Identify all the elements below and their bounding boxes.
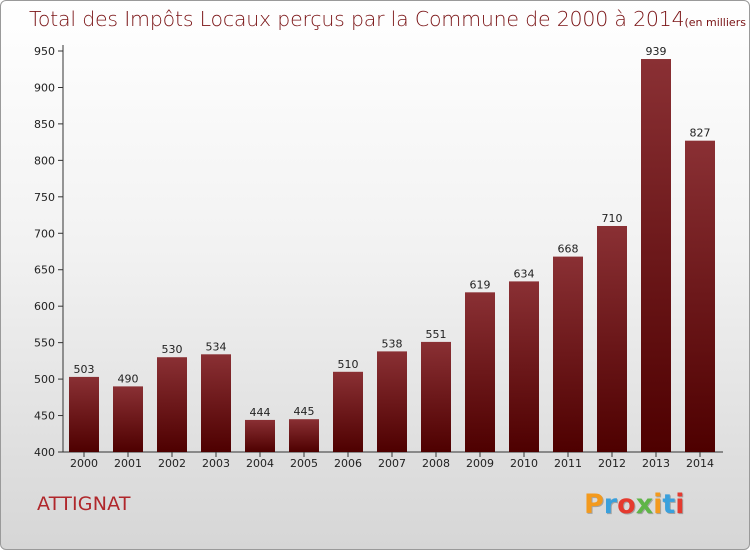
bar-2007 [377, 351, 407, 452]
y-tick-label: 950 [34, 45, 55, 58]
bar-2005 [289, 419, 319, 452]
bar-2008 [421, 341, 451, 452]
bar-2003 [201, 354, 231, 452]
y-tick-label: 650 [34, 264, 55, 277]
bar-2009 [465, 292, 495, 452]
y-tick-label: 800 [34, 154, 55, 167]
chart-title-text: Total des Impôts Locaux perçus par la Co… [29, 7, 685, 31]
value-label-2007: 538 [382, 337, 403, 350]
value-label-2005: 445 [294, 405, 315, 418]
y-tick-label: 750 [34, 191, 55, 204]
x-tick-label: 2000 [70, 457, 98, 470]
x-tick-label: 2002 [158, 457, 186, 470]
x-tick-label: 2009 [466, 457, 494, 470]
value-label-2001: 490 [118, 372, 139, 385]
x-tick-label: 2007 [378, 457, 406, 470]
y-tick-label: 850 [34, 118, 55, 131]
logo-letter: P [584, 489, 604, 520]
y-axis: 400 450 500 550 600 650 700 750 800 850 900 950 [34, 45, 64, 459]
value-label-2000: 503 [74, 363, 95, 376]
logo-letter: i [653, 489, 663, 520]
value-labels: 503 490 530 534 444 445 510 538 551 619 634 668 710 9… [74, 45, 711, 419]
x-tick-label: 2013 [642, 457, 670, 470]
value-label-2002: 530 [162, 343, 183, 356]
bar-2004 [245, 419, 275, 452]
value-label-2008: 551 [426, 328, 447, 341]
bar-2012 [597, 225, 627, 452]
logo-letter: o [617, 489, 636, 520]
x-tick-label: 2001 [114, 457, 142, 470]
value-label-2010: 634 [514, 267, 535, 280]
x-tick-label: 2010 [510, 457, 538, 470]
y-tick-label: 550 [34, 337, 55, 350]
commune-name: ATTIGNAT [37, 493, 131, 515]
x-tick-label: 2003 [202, 457, 230, 470]
x-tick-label: 2008 [422, 457, 450, 470]
value-label-2011: 668 [558, 243, 579, 256]
y-tick-label: 450 [34, 410, 55, 423]
bar-2006 [333, 371, 363, 452]
y-tick-label: 700 [34, 227, 55, 240]
value-label-2009: 619 [470, 278, 491, 291]
logo-letter: t [662, 489, 676, 520]
x-tick-label: 2012 [598, 457, 626, 470]
bar-2002 [157, 357, 187, 452]
chart-unit: (en milliers d'€) [684, 16, 749, 29]
logo-letter: i [675, 489, 685, 520]
logo-letter: r [603, 489, 618, 520]
y-tick-label: 500 [34, 373, 55, 386]
value-label-2006: 510 [338, 358, 359, 371]
logo-letter: x [635, 489, 654, 520]
x-tick-label: 2014 [686, 457, 714, 470]
bar-2001 [113, 386, 143, 452]
x-tick-label: 2006 [334, 457, 362, 470]
x-axis: 2000 2001 2002 2003 2004 2005 2006 2007 2008 2009… [63, 451, 723, 470]
x-tick-label: 2005 [290, 457, 318, 470]
y-tick-label: 600 [34, 300, 55, 313]
value-label-2004: 444 [250, 406, 271, 419]
y-tick-label: 400 [34, 446, 55, 459]
chart-title: Total des Impôts Locaux perçus par la Co… [29, 7, 749, 31]
value-label-2003: 534 [206, 340, 227, 353]
x-tick-label: 2004 [246, 457, 274, 470]
value-label-2014: 827 [690, 127, 711, 140]
value-label-2013: 939 [646, 45, 667, 58]
bar-2013 [641, 59, 671, 453]
value-label-2012: 710 [602, 212, 623, 225]
proxiti-logo: Proxiti [584, 489, 685, 520]
y-tick-label: 900 [34, 81, 55, 94]
bar-2010 [509, 281, 539, 452]
x-tick-label: 2011 [554, 457, 582, 470]
bars [69, 59, 715, 453]
bar-2014 [685, 140, 715, 453]
bar-2011 [553, 256, 583, 452]
bar-2000 [69, 376, 99, 452]
